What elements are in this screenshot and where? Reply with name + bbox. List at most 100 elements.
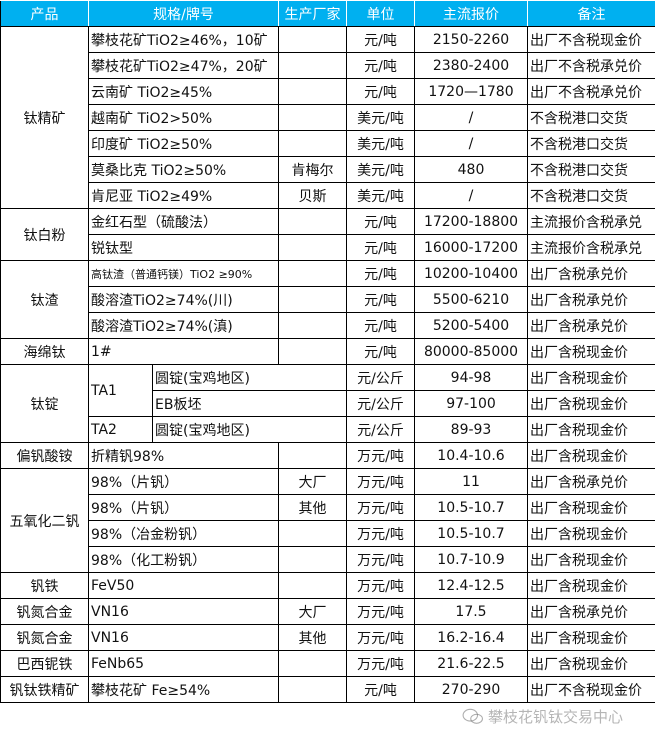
maker-cell bbox=[278, 208, 347, 235]
wechat-icon bbox=[462, 708, 483, 724]
price-cell: 17.5 bbox=[414, 598, 528, 625]
price-cell: 10.5-10.7 bbox=[414, 520, 528, 547]
price-cell: / bbox=[414, 104, 528, 131]
unit-cell: 万元/吨 bbox=[346, 624, 415, 651]
spec-cell: 1# bbox=[88, 338, 279, 365]
product-cell: 钛白粉 bbox=[0, 208, 89, 261]
header-maker: 生产厂家 bbox=[278, 0, 347, 27]
product-cell: 钒钛铁精矿 bbox=[0, 676, 89, 703]
unit-cell: 美元/吨 bbox=[346, 130, 415, 157]
note-cell: 出厂含税现金价 bbox=[527, 416, 655, 443]
table-row: 越南矿 TiO2>50% 美元/吨 / 不含税港口交货 bbox=[1, 104, 655, 131]
note-cell: 出厂含税现金价 bbox=[527, 624, 655, 651]
price-cell: 89-93 bbox=[414, 416, 528, 443]
maker-cell bbox=[278, 650, 347, 677]
form-cell: 圆锭(宝鸡地区) bbox=[152, 416, 347, 443]
maker-cell bbox=[278, 546, 347, 573]
maker-cell: 大厂 bbox=[278, 598, 347, 625]
price-cell: / bbox=[414, 182, 528, 209]
maker-cell bbox=[278, 520, 347, 547]
unit-cell: 元/公斤 bbox=[346, 364, 415, 391]
unit-cell: 元/吨 bbox=[346, 676, 415, 703]
note-cell: 出厂不含税现金价 bbox=[527, 676, 655, 703]
maker-cell: 其他 bbox=[278, 494, 347, 521]
spec-cell: 莫桑比克 TiO2≥50% bbox=[88, 156, 279, 183]
maker-cell bbox=[278, 234, 347, 261]
price-cell: 16.2-16.4 bbox=[414, 624, 528, 651]
product-cell: 钛精矿 bbox=[0, 26, 89, 209]
note-cell: 出厂含税承兑价 bbox=[527, 260, 655, 287]
spec-cell: 肯尼亚 TiO2≥49% bbox=[88, 182, 279, 209]
table-row: 海绵钛 1# 元/吨 80000-85000 出厂含税现金价 bbox=[0, 338, 655, 365]
unit-cell: 元/吨 bbox=[346, 286, 415, 313]
unit-cell: 元/公斤 bbox=[346, 390, 415, 417]
table-row: 锐钛型 元/吨 16000-17200 主流报价含税承兑 bbox=[1, 234, 655, 261]
unit-cell: 元/吨 bbox=[346, 208, 415, 235]
note-cell: 出厂不含税承兑价 bbox=[527, 52, 655, 79]
header-price: 主流报价 bbox=[414, 0, 528, 27]
spec-cell: 酸溶渣TiO2≥74%(滇) bbox=[88, 312, 279, 339]
spec-cell: 98%（冶金粉钒） bbox=[88, 520, 279, 547]
spec-cell: 攀枝花矿TiO2≥47%，20矿 bbox=[88, 52, 279, 79]
header-product: 产品 bbox=[0, 0, 89, 27]
maker-cell: 大厂 bbox=[278, 468, 347, 495]
watermark: 攀枝花钒钛交易中心 bbox=[462, 707, 623, 727]
unit-cell: 万元/吨 bbox=[346, 650, 415, 677]
note-cell: 出厂含税现金价 bbox=[527, 442, 655, 469]
note-cell: 出厂含税现金价 bbox=[527, 390, 655, 417]
spec-cell: VN16 bbox=[88, 624, 279, 651]
maker-cell bbox=[278, 130, 347, 157]
unit-cell: 元/公斤 bbox=[346, 416, 415, 443]
maker-cell bbox=[278, 676, 347, 703]
watermark-text: 攀枝花钒钛交易中心 bbox=[488, 708, 624, 726]
maker-cell bbox=[278, 52, 347, 79]
maker-cell: 贝斯 bbox=[278, 182, 347, 209]
price-cell: 11 bbox=[414, 468, 528, 495]
product-cell: 钒铁 bbox=[0, 572, 89, 599]
table-row: 钒氮合金 VN16 大厂 万元/吨 17.5 出厂含税承兑价 bbox=[0, 598, 655, 625]
maker-cell bbox=[278, 78, 347, 105]
price-cell: 270-290 bbox=[414, 676, 528, 703]
table-row: 钛白粉 金红石型（硫酸法） 元/吨 17200-18800 主流报价含税承兑 bbox=[0, 208, 655, 261]
price-cell: 5200-5400 bbox=[414, 312, 528, 339]
maker-cell: 肯梅尔 bbox=[278, 156, 347, 183]
price-cell: 1720—1780 bbox=[414, 78, 528, 105]
spec-cell: VN16 bbox=[88, 598, 279, 625]
table-row: 钒氮合金 VN16 其他 万元/吨 16.2-16.4 出厂含税现金价 bbox=[0, 624, 655, 651]
unit-cell: 元/吨 bbox=[346, 234, 415, 261]
product-cell: 钒氮合金 bbox=[0, 624, 89, 651]
table-row: 肯尼亚 TiO2≥49% 贝斯 美元/吨 / 不含税港口交货 bbox=[1, 182, 655, 209]
header-note: 备注 bbox=[527, 0, 655, 27]
note-cell: 出厂含税承兑价 bbox=[527, 286, 655, 313]
maker-cell bbox=[278, 442, 347, 469]
table-row: 五氧化二钒 98%（片钒） 大厂 万元/吨 11 出厂含税承兑价 bbox=[0, 468, 655, 573]
note-cell: 出厂含税现金价 bbox=[527, 546, 655, 573]
product-cell: 巴西铌铁 bbox=[0, 650, 89, 677]
maker-cell bbox=[278, 312, 347, 339]
unit-cell: 万元/吨 bbox=[346, 572, 415, 599]
price-cell: 10200-10400 bbox=[414, 260, 528, 287]
spec-cell: 云南矿 TiO2≥45% bbox=[88, 78, 279, 105]
table-row: 巴西铌铁 FeNb65 万元/吨 21.6-22.5 出厂含税现金价 bbox=[0, 650, 655, 677]
price-cell: 21.6-22.5 bbox=[414, 650, 528, 677]
note-cell: 不含税港口交货 bbox=[527, 104, 655, 131]
price-table: 产品 规格/牌号 生产厂家 单位 主流报价 备注 钛精矿 攀枝花矿TiO2≥46%… bbox=[0, 0, 655, 703]
spec-cell: 98%（化工粉钒） bbox=[88, 546, 279, 573]
spec-cell: 攀枝花矿 Fe≥54% bbox=[88, 676, 279, 703]
table-row: 98%（片钒） 其他 万元/吨 10.5-10.7 出厂含税现金价 bbox=[1, 494, 655, 521]
price-cell: 10.5-10.7 bbox=[414, 494, 528, 521]
table-row: 酸溶渣TiO2≥74%(滇) 元/吨 5200-5400 出厂含税承兑价 bbox=[1, 312, 655, 339]
table-body: 钛精矿 攀枝花矿TiO2≥46%，10矿 元/吨 2150-2260 出厂不含税现金价攀… bbox=[0, 26, 655, 703]
spec-cell: 98%（片钒） bbox=[88, 494, 279, 521]
table-row: 98%（冶金粉钒） 万元/吨 10.5-10.7 出厂含税现金价 bbox=[1, 520, 655, 547]
table-row: 攀枝花矿TiO2≥47%，20矿 元/吨 2380-2400 出厂不含税承兑价 bbox=[1, 52, 655, 79]
spec-cell: 98%（片钒） bbox=[88, 468, 279, 495]
price-cell: 10.4-10.6 bbox=[414, 442, 528, 469]
note-cell: 出厂含税承兑价 bbox=[527, 312, 655, 339]
table-row: 云南矿 TiO2≥45% 元/吨 1720—1780 出厂不含税承兑价 bbox=[1, 78, 655, 105]
table-row: 98%（化工粉钒） 万元/吨 10.7-10.9 出厂含税现金价 bbox=[1, 546, 655, 573]
price-cell: 17200-18800 bbox=[414, 208, 528, 235]
spec-cell: 金红石型（硫酸法） bbox=[88, 208, 279, 235]
unit-cell: 美元/吨 bbox=[346, 182, 415, 209]
header-spec: 规格/牌号 bbox=[88, 0, 279, 27]
